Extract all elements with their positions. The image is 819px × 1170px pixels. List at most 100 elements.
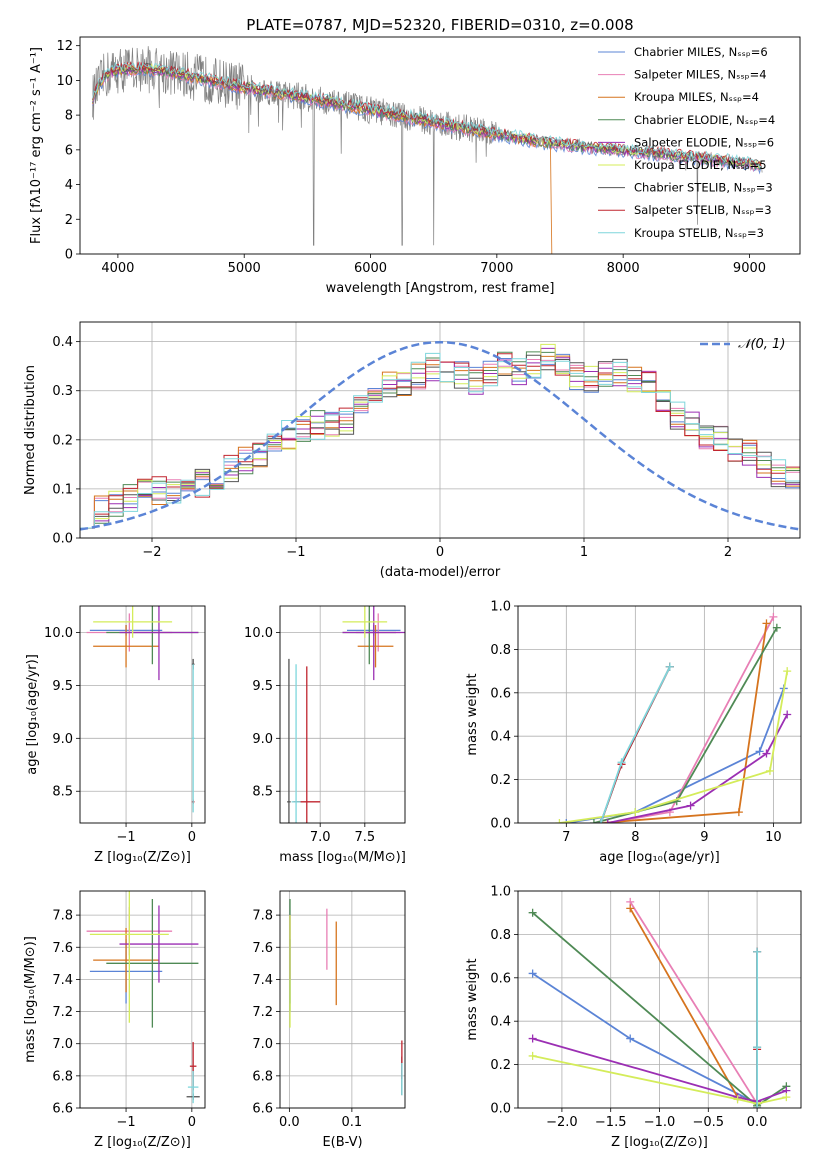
y-tick-label: 0.8 bbox=[490, 928, 511, 943]
y-tick-label: 0.4 bbox=[52, 335, 73, 350]
x-tick-label: 7 bbox=[562, 830, 570, 845]
x-tick-label: 9000 bbox=[733, 261, 766, 276]
y-tick-label: 0.2 bbox=[490, 773, 511, 788]
legend-label: Salpeter MILES, Nₛₛₚ=4 bbox=[634, 68, 767, 82]
x-tick-label: 8000 bbox=[607, 261, 640, 276]
x-tick-label: −2 bbox=[142, 545, 161, 560]
x-tick-label: 4000 bbox=[101, 261, 134, 276]
panel-3: −1 0 8.5 9.0 9.5 10.0 Z [log₁₀(Z/Z⊙)] age [log₁… bbox=[25, 605, 206, 865]
panel-2: −2 −1 0 1 2 0.0 0.1 0.2 0.3 0.4 (data-model)/error… bbox=[23, 321, 801, 580]
y-axis-label: Flux [fλ10⁻¹⁷ erg cm⁻² s⁻¹ A⁻¹] bbox=[29, 47, 44, 244]
x-tick-label: −0.5 bbox=[693, 1115, 725, 1130]
x-tick-label: 7000 bbox=[480, 261, 513, 276]
y-tick-label: 1.0 bbox=[490, 885, 511, 900]
data-point-marker bbox=[555, 819, 564, 823]
x-axis-label: wavelength [Angstrom, rest frame] bbox=[326, 281, 555, 296]
data-point-marker bbox=[765, 766, 774, 775]
mass-weight-line bbox=[629, 901, 758, 1105]
plot-area bbox=[528, 897, 791, 1108]
legend-label: 𝒩(0, 1) bbox=[738, 337, 785, 352]
y-tick-label: 10.0 bbox=[44, 626, 73, 641]
y-tick-label: 9.5 bbox=[252, 679, 273, 694]
y-tick-label: 6.8 bbox=[252, 1069, 273, 1084]
y-tick-label: 0.0 bbox=[490, 1102, 511, 1117]
x-tick-label: 1 bbox=[580, 545, 588, 560]
y-tick-label: 0.2 bbox=[52, 433, 73, 448]
x-tick-label: 6000 bbox=[354, 261, 387, 276]
plot-area bbox=[287, 606, 405, 823]
y-axis-label: mass [log₁₀(M/M⊙)] bbox=[23, 936, 38, 1063]
panel-5: 7 8 9 10 0.0 0.2 0.4 0.6 0.8 1.0 age [log₁₀(age/yr… bbox=[465, 600, 802, 865]
plot-area bbox=[555, 612, 792, 823]
axes-frame bbox=[79, 36, 801, 255]
x-tick-label: −2.0 bbox=[546, 1115, 578, 1130]
legend-label: Kroupa STELIB, Nₛₛₚ=3 bbox=[634, 226, 764, 240]
y-tick-label: 10 bbox=[56, 74, 73, 89]
y-tick-label: 2 bbox=[65, 213, 73, 228]
x-axis-label: Z [log₁₀(Z/Z⊙)] bbox=[611, 1135, 708, 1150]
axes-frame bbox=[279, 605, 406, 824]
x-tick-label: 2 bbox=[724, 545, 732, 560]
y-tick-label: 6 bbox=[65, 143, 73, 158]
data-point-marker bbox=[769, 612, 778, 621]
model-spectrum-line bbox=[92, 61, 762, 167]
data-point-marker bbox=[733, 1095, 742, 1104]
y-tick-label: 0.4 bbox=[490, 730, 511, 745]
y-axis-label: age [log₁₀(age/yr)] bbox=[25, 654, 40, 775]
axes-frame bbox=[517, 605, 802, 824]
plot-area bbox=[289, 899, 403, 1096]
x-tick-label: 0.0 bbox=[279, 1115, 300, 1130]
y-tick-label: 9.0 bbox=[252, 732, 273, 747]
x-tick-label: 5000 bbox=[228, 261, 261, 276]
y-tick-label: 0.2 bbox=[490, 1058, 511, 1073]
x-axis-label: Z [log₁₀(Z/Z⊙)] bbox=[94, 1135, 191, 1150]
axes-frame bbox=[279, 890, 406, 1109]
data-point-marker bbox=[782, 1093, 791, 1102]
data-point-marker bbox=[528, 908, 537, 917]
data-point-marker bbox=[528, 969, 537, 978]
axes-frame bbox=[79, 321, 801, 539]
x-tick-label: 0 bbox=[436, 545, 444, 560]
data-point-marker bbox=[589, 819, 598, 823]
legend-label: Chabrier ELODIE, Nₛₛₚ=4 bbox=[634, 113, 775, 127]
data-point-marker bbox=[603, 819, 612, 823]
panel-6: −1 0 6.6 6.8 7.0 7.2 7.4 7.6 7.8 Z [log₁₀(Z/Z⊙)] m… bbox=[23, 890, 206, 1150]
data-point-marker bbox=[753, 1043, 762, 1052]
y-tick-label: 8.5 bbox=[52, 785, 73, 800]
x-axis-label: age [log₁₀(age/yr)] bbox=[599, 850, 720, 865]
legend-label: Chabrier MILES, Nₛₛₚ=6 bbox=[634, 45, 768, 59]
y-tick-label: 10.0 bbox=[244, 626, 273, 641]
mass-weight-line bbox=[532, 1055, 787, 1105]
x-tick-label: −1.0 bbox=[644, 1115, 676, 1130]
y-tick-label: 8 bbox=[65, 109, 73, 124]
y-tick-label: 8.5 bbox=[252, 785, 273, 800]
panel-7: 0.0 0.1 6.6 6.8 7.0 7.2 7.4 7.6 7.8 E(B-V) bbox=[252, 890, 406, 1150]
y-tick-label: 6.6 bbox=[52, 1102, 73, 1117]
panel-1: 4000 5000 6000 7000 8000 9000 0 2 4 6 8 10 12 wavelen… bbox=[29, 36, 801, 296]
mass-weight-line bbox=[532, 1037, 787, 1103]
y-tick-label: 1.0 bbox=[490, 600, 511, 615]
x-tick-label: 7.0 bbox=[310, 830, 331, 845]
x-axis-label: mass [log₁₀(M/M⊙)] bbox=[279, 850, 406, 865]
y-tick-label: 7.2 bbox=[52, 1005, 73, 1020]
y-tick-label: 7.0 bbox=[52, 1037, 73, 1052]
x-tick-label: 0.1 bbox=[342, 1115, 363, 1130]
y-tick-label: 6.8 bbox=[52, 1069, 73, 1084]
data-point-marker bbox=[665, 662, 674, 671]
axes-frame bbox=[79, 890, 206, 1109]
y-tick-label: 0.8 bbox=[490, 643, 511, 658]
panel-8: −2.0 −1.5 −1.0 −0.5 0.0 0.0 0.2 0.4 0.6 0.8 1.0 Z [… bbox=[465, 885, 802, 1150]
x-tick-label: 9 bbox=[700, 830, 708, 845]
y-tick-label: 7.6 bbox=[52, 941, 73, 956]
y-tick-label: 4 bbox=[65, 178, 73, 193]
x-tick-label: 8 bbox=[631, 830, 639, 845]
data-point-marker bbox=[753, 947, 762, 956]
x-axis-label: Z [log₁₀(Z/Z⊙)] bbox=[94, 850, 191, 865]
data-point-marker bbox=[762, 749, 771, 758]
y-tick-label: 0.3 bbox=[52, 384, 73, 399]
x-tick-label: 0 bbox=[188, 1115, 196, 1130]
data-point-marker bbox=[562, 819, 571, 823]
panel-4: 7.0 7.5 8.5 9.0 9.5 10.0 mass [log₁₀(M/M⊙)] bbox=[244, 605, 406, 865]
